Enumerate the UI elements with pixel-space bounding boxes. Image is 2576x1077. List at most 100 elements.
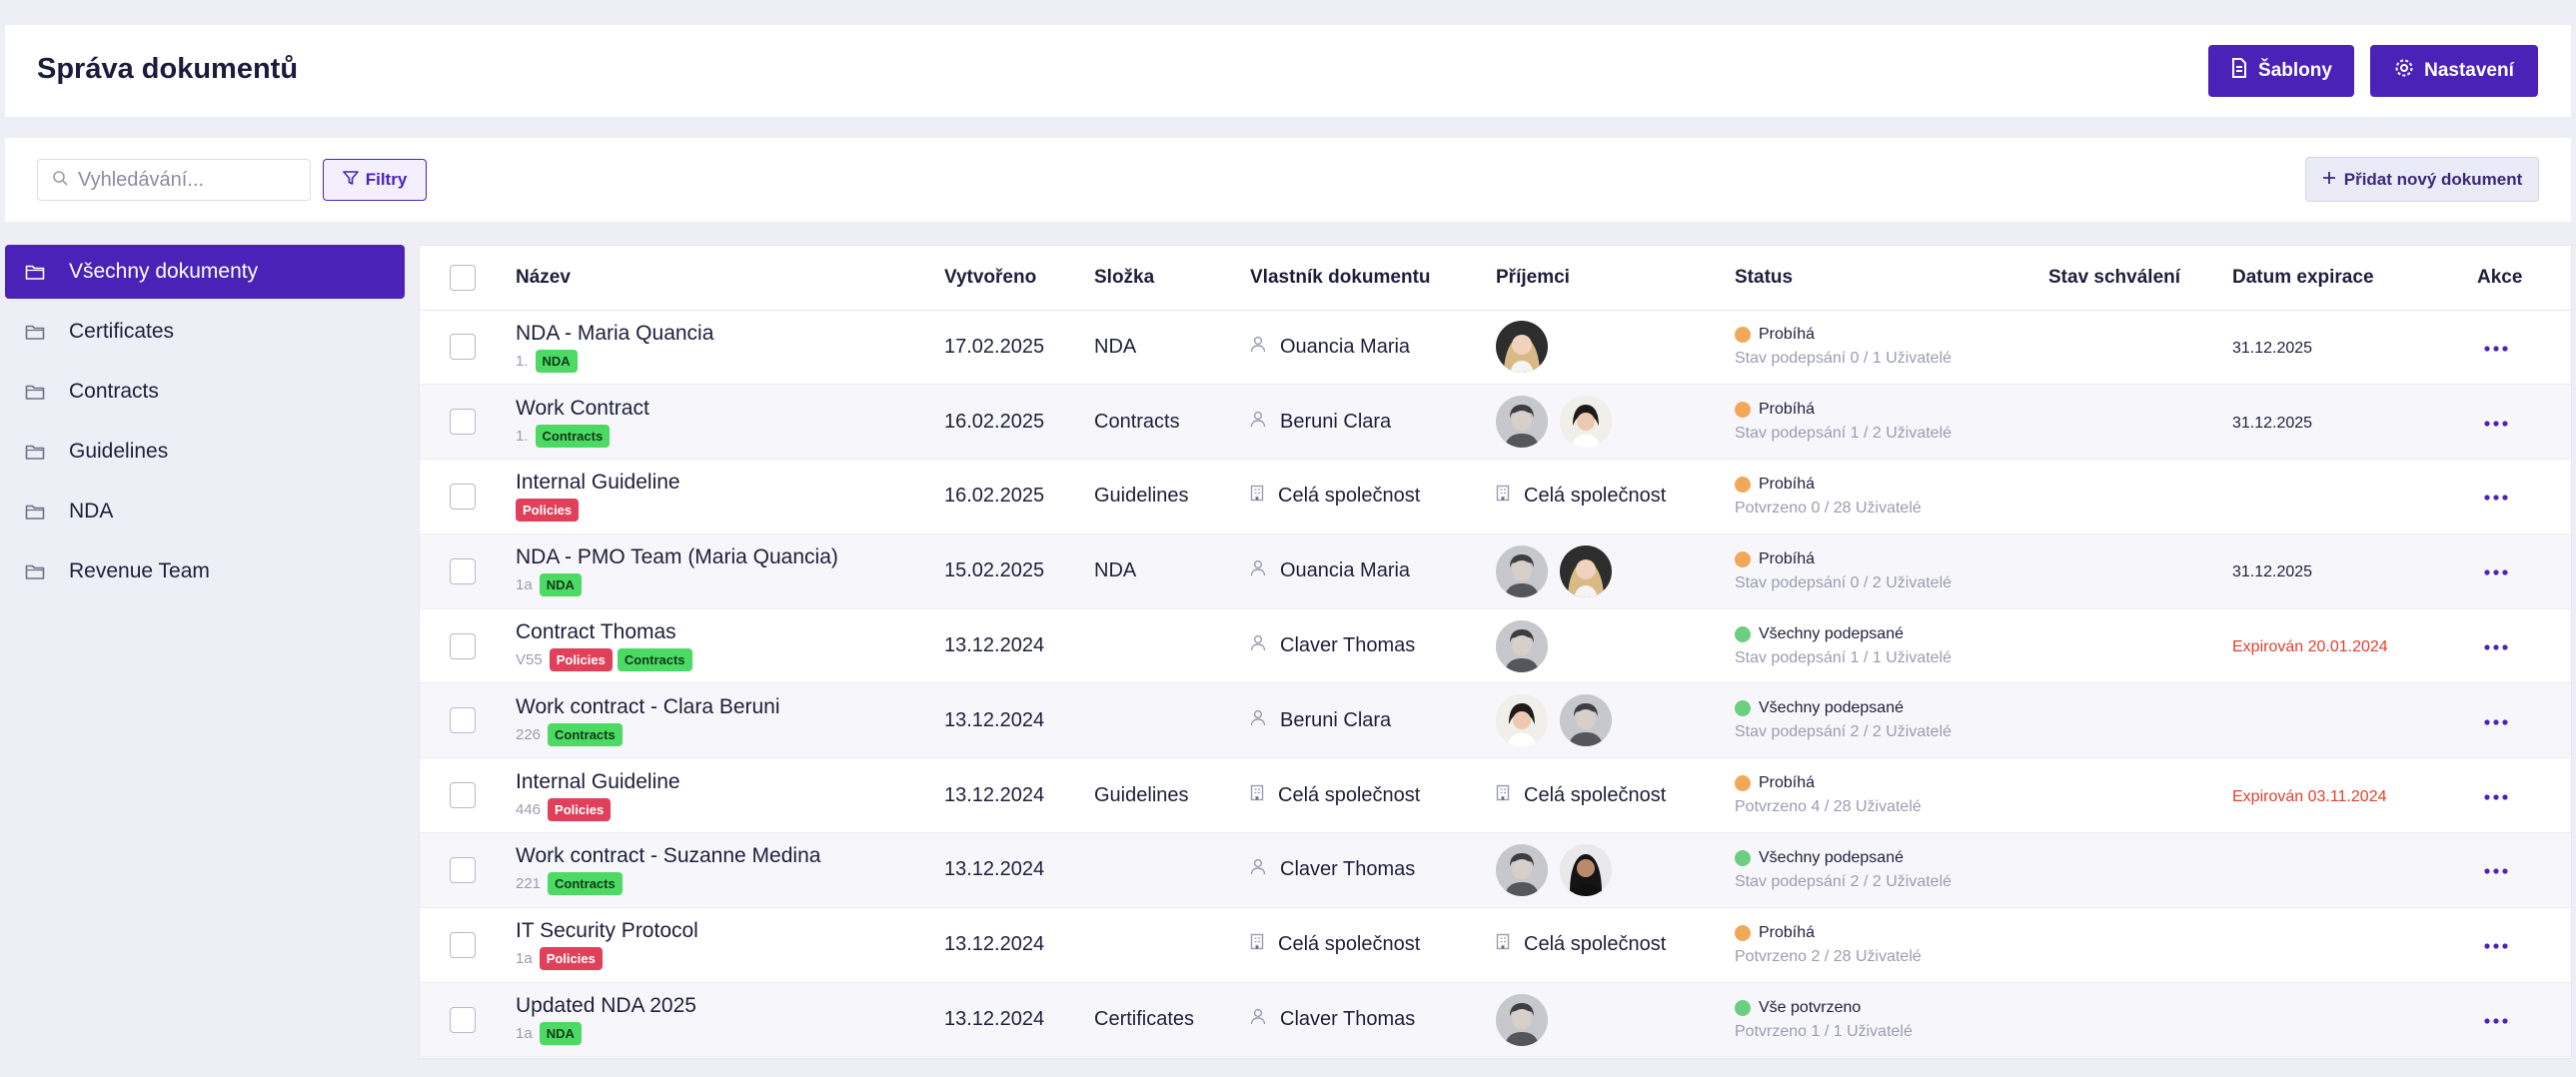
avatar[interactable] (1560, 694, 1612, 747)
document-version: 446 (516, 800, 542, 818)
status-progress: Potvrzeno 0 / 28 Uživatelé (1735, 499, 1922, 517)
avatar[interactable] (1560, 544, 1612, 597)
document-owner: Celá společnost (1250, 485, 1496, 508)
table-row[interactable]: Contract Thomas V55 Policies Contracts 13.12… (420, 608, 2571, 684)
column-expiry[interactable]: Datum expirace (2232, 246, 2477, 311)
row-checkbox[interactable] (450, 856, 476, 883)
row-checkbox[interactable] (450, 1006, 476, 1033)
document-name[interactable]: Updated NDA 2025 (516, 994, 696, 1018)
settings-button[interactable]: Nastavení (2370, 45, 2538, 97)
sidebar-item-guidelines[interactable]: Guidelines (5, 425, 405, 479)
column-approval[interactable]: Stav schválení (2048, 246, 2232, 311)
sidebar-item-label: Guidelines (69, 440, 169, 463)
avatar[interactable] (1496, 619, 1548, 672)
owner-name: Claver Thomas (1280, 858, 1416, 881)
row-checkbox[interactable] (450, 557, 476, 584)
approval-cell (2048, 982, 2232, 1058)
more-actions-icon[interactable] (2477, 1000, 2509, 1031)
column-name[interactable]: Název (516, 246, 944, 311)
tag-badge: Policies (548, 797, 612, 821)
sidebar-item-revenue-team[interactable]: Revenue Team (5, 544, 405, 598)
document-name[interactable]: Internal Guideline (516, 471, 680, 495)
sidebar-item-nda[interactable]: NDA (5, 485, 405, 538)
status-progress: Stav podepsání 0 / 1 Uživatelé (1735, 350, 1952, 368)
sidebar-item-contracts[interactable]: Contracts (5, 365, 405, 419)
more-actions-icon[interactable] (2477, 403, 2509, 434)
document-name[interactable]: Internal Guideline (516, 769, 680, 793)
status-label: Všechny podepsané (1759, 848, 1904, 866)
more-actions-icon[interactable] (2477, 701, 2509, 732)
column-owner[interactable]: Vlastník dokumentu (1250, 246, 1496, 311)
building-icon (1250, 933, 1264, 956)
more-actions-icon[interactable] (2477, 626, 2509, 657)
filters-label: Filtry (365, 170, 408, 189)
search-input[interactable] (78, 168, 298, 192)
avatar[interactable] (1496, 993, 1548, 1046)
table-row[interactable]: Internal Guideline 446 Policies 13.12.2024 G… (420, 757, 2571, 834)
sidebar-item-všechny-dokumenty[interactable]: Všechny dokumenty (5, 245, 405, 299)
row-checkbox[interactable] (450, 707, 476, 734)
search-box[interactable] (37, 159, 311, 201)
document-name[interactable]: NDA - PMO Team (Maria Quancia) (516, 545, 838, 569)
recipient-avatars (1496, 619, 1735, 672)
document-name[interactable]: Work contract - Suzanne Medina (516, 844, 821, 868)
more-actions-icon[interactable] (2477, 551, 2509, 582)
recipients-label: Celá společnost (1524, 933, 1667, 956)
document-name[interactable]: NDA - Maria Quancia (516, 321, 714, 345)
avatar[interactable] (1496, 544, 1548, 597)
document-name[interactable]: Contract Thomas (516, 620, 676, 644)
table-row[interactable]: NDA - Maria Quancia 1. NDA 17.02.2025 NDA Oua… (420, 310, 2571, 386)
row-checkbox[interactable] (450, 409, 476, 436)
column-status[interactable]: Status (1735, 246, 2048, 311)
created-date: 13.12.2024 (944, 634, 1045, 657)
table-row[interactable]: Work Contract 1. Contracts 16.02.2025 Contra… (420, 384, 2571, 461)
row-checkbox[interactable] (450, 632, 476, 659)
avatar[interactable] (1560, 843, 1612, 896)
more-actions-icon[interactable] (2477, 328, 2509, 359)
avatar[interactable] (1496, 321, 1548, 374)
sidebar-item-certificates[interactable]: Certificates (5, 305, 405, 359)
document-name[interactable]: Work Contract (516, 396, 649, 420)
created-date: 16.02.2025 (944, 485, 1045, 508)
status-label: Probíhá (1759, 774, 1816, 792)
more-actions-icon[interactable] (2477, 477, 2509, 508)
recipient-avatars (1496, 321, 1735, 374)
row-checkbox[interactable] (450, 931, 476, 958)
table-row[interactable]: NDA - PMO Team (Maria Quancia) 1a NDA 15.02… (420, 534, 2571, 609)
column-recipients[interactable]: Příjemci (1496, 246, 1735, 311)
table-row[interactable]: Updated NDA 2025 1a NDA 13.12.2024 Certifica… (420, 982, 2571, 1058)
document-owner: Claver Thomas (1250, 634, 1496, 657)
more-actions-icon[interactable] (2477, 776, 2509, 807)
avatar[interactable] (1496, 694, 1548, 747)
more-actions-icon[interactable] (2477, 850, 2509, 881)
tag-badge: NDA (539, 573, 582, 597)
templates-button[interactable]: Šablony (2208, 45, 2354, 97)
expiry-date: Expirován 20.01.2024 (2232, 638, 2388, 656)
table-row[interactable]: Work contract - Suzanne Medina 221 Contrac… (420, 832, 2571, 908)
avatar[interactable] (1496, 396, 1548, 449)
avatar[interactable] (1496, 843, 1548, 896)
owner-name: Beruni Clara (1280, 708, 1392, 731)
table-row[interactable]: IT Security Protocol 1a Policies 13.12.2024… (420, 907, 2571, 983)
document-meta: 1. NDA (516, 349, 944, 373)
status-dot-icon (1735, 775, 1751, 792)
row-checkbox[interactable] (450, 483, 476, 510)
row-checkbox[interactable] (450, 782, 476, 809)
table-row[interactable]: Work contract - Clara Beruni 226 Contracts… (420, 682, 2571, 759)
document-name[interactable]: IT Security Protocol (516, 919, 698, 943)
document-version: 226 (516, 725, 542, 743)
row-checkbox[interactable] (450, 334, 476, 361)
document-name[interactable]: Work contract - Clara Beruni (516, 694, 780, 718)
status-progress: Potvrzeno 2 / 28 Uživatelé (1735, 947, 1922, 965)
avatar[interactable] (1560, 396, 1612, 449)
document-meta: V55 Policies Contracts (516, 648, 944, 672)
column-created[interactable]: Vytvořeno (944, 246, 1094, 311)
column-folder[interactable]: Složka (1094, 246, 1250, 311)
table-row[interactable]: Internal Guideline Policies 16.02.2025 Guid… (420, 459, 2571, 535)
add-document-button[interactable]: Přidat nový dokument (2305, 157, 2539, 202)
more-actions-icon[interactable] (2477, 925, 2509, 956)
status-label: Všechny podepsané (1759, 699, 1904, 717)
select-all-checkbox[interactable] (450, 264, 476, 291)
status-badge: Probíhá (1735, 326, 2048, 344)
filters-button[interactable]: Filtry (323, 159, 427, 201)
